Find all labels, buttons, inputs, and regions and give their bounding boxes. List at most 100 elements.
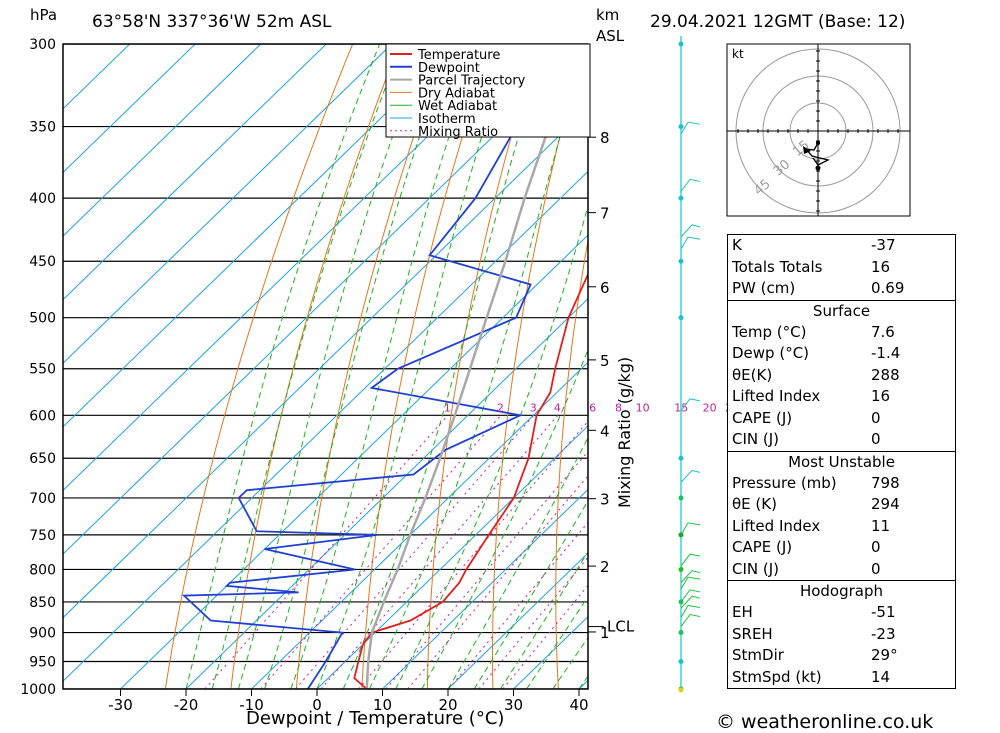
mixing-ratio-line <box>358 420 588 689</box>
index-value: -37 <box>871 236 896 254</box>
isotherm-line <box>250 361 588 689</box>
isotherm-line <box>63 170 588 682</box>
legend-label: Mixing Ratio <box>418 125 498 140</box>
index-row: Pressure (mb) 798 <box>728 473 955 495</box>
index-value: 16 <box>871 257 891 276</box>
dry-adiabat-line <box>295 44 446 689</box>
index-row: Totals Totals 16 <box>728 257 955 279</box>
pressure-tick-label: 300 <box>29 37 56 53</box>
index-row: CIN (J) 0 <box>728 559 955 581</box>
wet-adiabat-line <box>237 44 427 689</box>
pressure-tick-label: 800 <box>29 562 56 578</box>
wet-adiabat-line <box>211 44 403 689</box>
isotherm-line <box>447 552 588 689</box>
x-axis-label: Dewpoint / Temperature (°C) <box>246 708 504 729</box>
legend-label: Dry Adiabat <box>418 86 495 101</box>
hodograph-unit: kt <box>732 47 744 61</box>
isotherm-line <box>63 44 262 237</box>
index-row: K -37 <box>728 235 955 257</box>
index-label: Dewp (°C) <box>732 344 810 362</box>
pressure-tick-label: 350 <box>29 120 56 136</box>
dry-adiabat-line <box>426 44 539 689</box>
wind-barb <box>680 589 701 603</box>
index-row: CIN (J) 0 <box>728 429 955 451</box>
wind-level-dot <box>678 124 684 130</box>
index-label: Totals Totals <box>732 257 823 276</box>
isotherm-line <box>63 44 393 364</box>
mixing-ratio-tick-label: 1 <box>444 401 451 414</box>
wind-level-dot <box>678 41 684 47</box>
km-tick-label: 7 <box>600 205 610 223</box>
index-label: StmSpd (kt) <box>732 667 822 686</box>
x-tick-label: 10 <box>373 696 392 714</box>
hodograph-start-dot <box>816 141 820 145</box>
index-row: CAPE (J) 0 <box>728 537 955 559</box>
x-tick-label: 30 <box>504 696 523 714</box>
index-value: 14 <box>871 667 891 686</box>
index-row: PW (cm) 0.69 <box>728 278 955 300</box>
km-unit-label: km <box>596 6 620 24</box>
mixing-ratio-line <box>204 414 449 689</box>
index-label: EH <box>732 603 753 621</box>
pressure-tick-label: 400 <box>29 191 56 207</box>
km-tick-label: 6 <box>600 279 610 297</box>
surface-title: Surface <box>812 301 871 320</box>
mixing-ratio-line <box>407 475 588 689</box>
index-value: -1.4 <box>871 344 901 362</box>
x-tick-label: 20 <box>438 696 457 714</box>
wind-level-dot <box>678 195 684 201</box>
isotherm-line <box>185 297 588 689</box>
x-tick-label: -20 <box>174 696 199 714</box>
location-title: 63°58'N 337°36'W 52m ASL <box>92 12 332 32</box>
index-row: CAPE (J) 0 <box>728 408 955 430</box>
wind-barb <box>680 178 701 192</box>
pressure-tick-label: 600 <box>29 408 56 424</box>
series-temperature <box>353 272 588 689</box>
mixing-ratio-tick-label: 2 <box>497 401 504 414</box>
wind-barb <box>680 553 701 567</box>
index-label: θE (K) <box>732 495 777 513</box>
isotherm-line <box>63 44 328 301</box>
km-tick-label: 1 <box>600 624 610 642</box>
index-label: CIN (J) <box>732 559 780 578</box>
isotherm-line <box>63 44 197 174</box>
index-row: Lifted Index 16 <box>728 386 955 408</box>
mixing-ratio-axis-label: Mixing Ratio (g/kg) <box>615 357 634 508</box>
datetime-title: 29.04.2021 12GMT (Base: 12) <box>650 12 906 32</box>
isotherm-line <box>63 44 131 110</box>
most-unstable-title: Most Unstable <box>788 452 895 471</box>
wind-level-dot <box>678 630 684 636</box>
dry-adiabat-line <box>492 44 586 689</box>
mixing-ratio-tick-label: 4 <box>554 401 561 414</box>
pressure-tick-label: 1000 <box>20 682 56 698</box>
index-row: EH -51 <box>728 602 955 624</box>
isotherm-line <box>381 488 588 689</box>
hodograph-section: Hodograph EH -51 SREH -23 StmDir 29° StmSpd (k… <box>728 580 955 688</box>
index-row: θE (K) 294 <box>728 494 955 516</box>
index-row: SREH -23 <box>728 624 955 646</box>
wind-barb <box>680 224 701 238</box>
isotherm-line <box>119 234 588 689</box>
mixing-ratio-tick-label: 20 <box>703 401 717 414</box>
mixing-ratio-tick-label: 10 <box>636 401 650 414</box>
x-tick-label: 0 <box>312 696 322 714</box>
surface-wind-dot <box>678 687 684 693</box>
km-tick-label: 5 <box>600 352 610 370</box>
wind-barb <box>680 595 701 609</box>
mixing-ratio-tick-label: 3 <box>530 401 537 414</box>
mixing-ratio-line <box>385 450 588 689</box>
hodograph-title: Hodograph <box>799 582 884 600</box>
plot-frame <box>62 43 589 690</box>
mixing-ratio-line <box>448 521 588 689</box>
wind-barb <box>680 576 701 590</box>
most-unstable-section: Most Unstable Pressure (mb) 798 θE (K) 294 L… <box>728 450 955 581</box>
wet-adiabat-line <box>342 44 548 689</box>
index-value: 11 <box>871 516 891 535</box>
wet-adiabat-line <box>421 348 588 689</box>
index-label: CIN (J) <box>732 430 780 448</box>
dry-adiabat-line <box>164 44 354 689</box>
index-label: Temp (°C) <box>732 322 807 341</box>
wind-level-dot <box>678 566 684 572</box>
